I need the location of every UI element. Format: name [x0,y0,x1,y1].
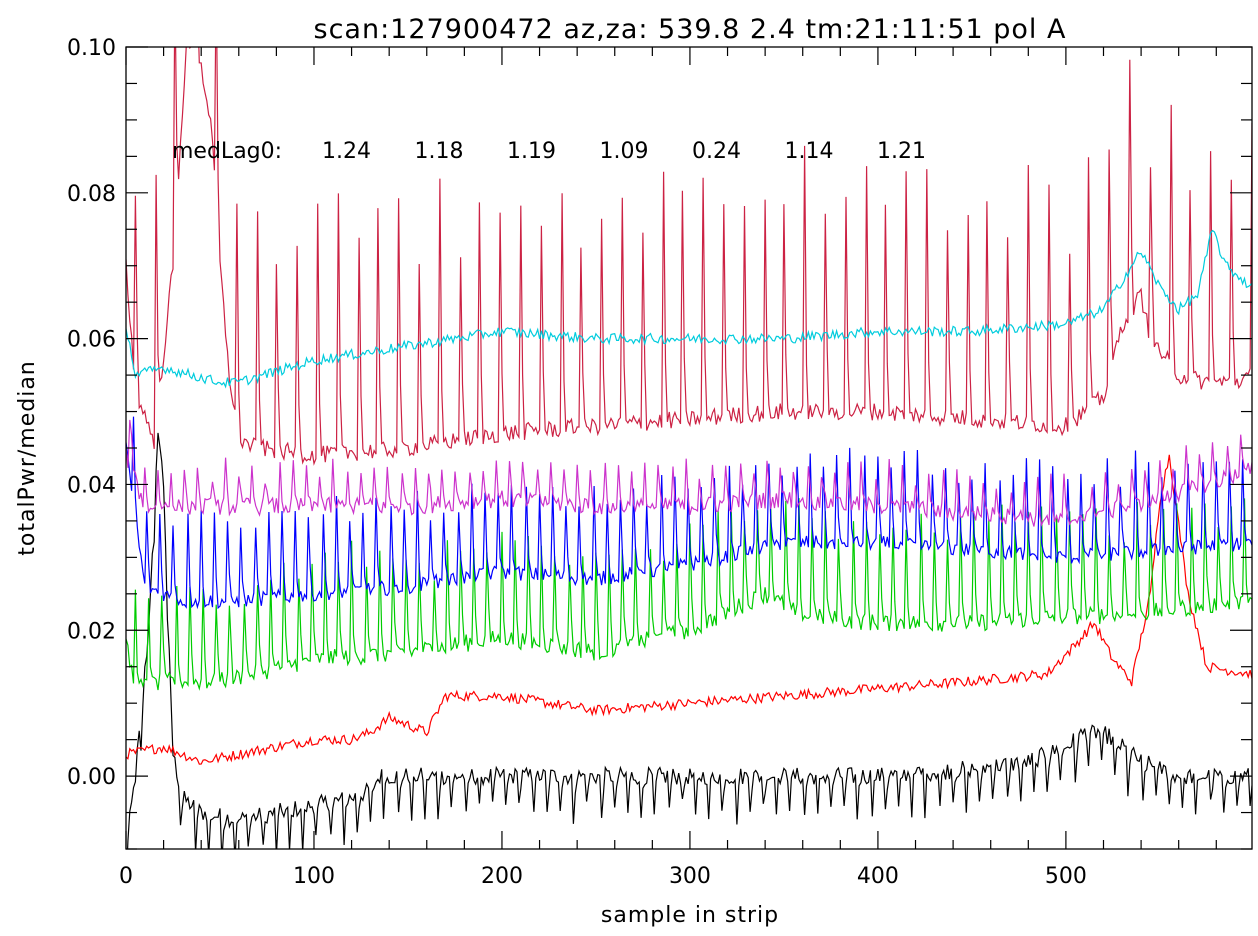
annotation-label: medLag0: [172,139,282,164]
annotation-value: 1.18 [415,139,464,164]
y-tick-label: 0.06 [67,328,116,353]
annotation-value: 1.14 [785,139,834,164]
y-tick-label: 0.10 [67,36,116,61]
x-tick-label: 500 [1045,864,1087,889]
ticks-layer: 0 100 200 300 400 500 0.00 0.02 0.04 0.06 0.08 0.10 [67,36,1252,889]
series-line-5 [126,419,1252,527]
x-tick-label: 100 [293,864,335,889]
y-tick-label: 0.00 [67,765,116,790]
series-line-3 [126,498,1252,691]
annotation-values: 1.24 1.18 1.19 1.09 0.24 1.14 1.21 [322,139,926,164]
annotation-value: 1.09 [600,139,649,164]
annotation-value: 0.24 [692,139,741,164]
y-tick-label: 0.08 [67,182,116,207]
series-line-4 [126,416,1252,610]
y-tick-label: 0.04 [67,473,116,498]
x-axis-label: sample in strip [601,903,779,928]
series-layer [126,47,1252,849]
y-axis-label: totalPwr/median [15,360,40,556]
series-line-2 [126,454,1252,765]
annotation-value: 1.19 [507,139,556,164]
y-tick-label: 0.02 [67,619,116,644]
x-tick-label: 300 [669,864,711,889]
x-tick-label: 0 [119,864,133,889]
annotation-value: 1.21 [877,139,926,164]
x-tick-label: 200 [481,864,523,889]
chart-title: scan:127900472 az,za: 539.8 2.4 tm:21:11… [314,14,1067,45]
annotation-value: 1.24 [322,139,371,164]
series-line-1 [127,432,1252,849]
series-line-6 [126,47,1252,466]
series-line-7 [126,229,1252,389]
x-tick-label: 400 [857,864,899,889]
